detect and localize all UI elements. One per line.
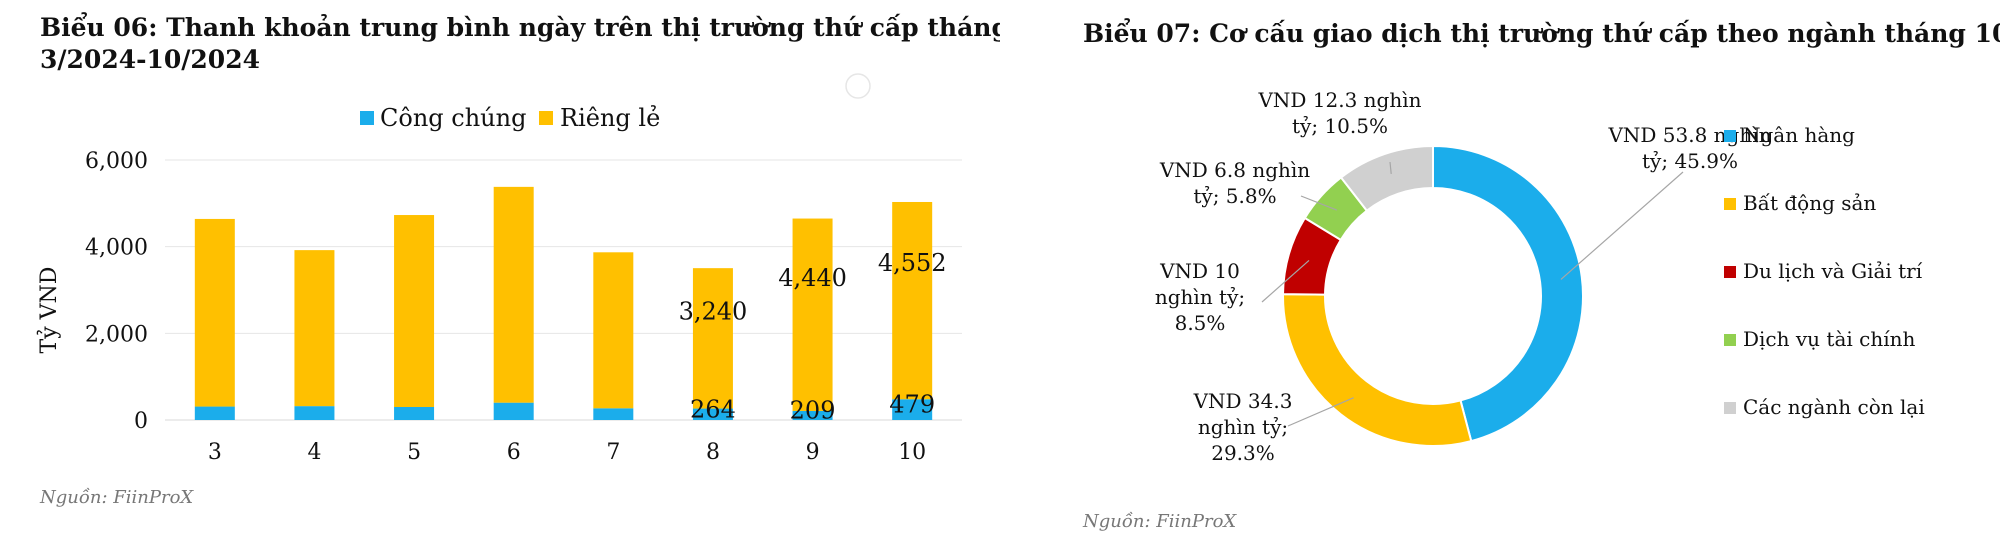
bar-cong-chung — [194, 406, 235, 420]
decorative-dot — [845, 73, 871, 99]
legend-swatch-rieng-le — [539, 111, 553, 125]
slice-label: tỷ; 10.5% — [1292, 114, 1388, 138]
leader-line — [1300, 195, 1337, 211]
slice-label: VND 53.8 nghìn — [1607, 123, 1771, 147]
legend-label: Các ngành còn lại — [1743, 395, 1925, 419]
slice-1 — [1282, 293, 1473, 447]
bar-rieng-le — [792, 218, 833, 411]
y-tick-label: 6,000 — [85, 149, 148, 174]
data-label: 4,440 — [778, 264, 847, 292]
legend-label: Dịch vụ tài chính — [1743, 327, 1915, 351]
y-tick-label: 2,000 — [85, 322, 148, 347]
bar-rieng-le — [194, 218, 235, 407]
bar-rieng-le — [593, 252, 634, 409]
data-label: 479 — [889, 391, 935, 419]
chart1-y-tick-labels: 0 2,000 4,000 6,000 — [85, 149, 148, 434]
chart1-x-tick-labels: 3 4 5 6 7 8 9 10 — [208, 440, 926, 465]
chart1-y-axis-label: Tỷ VND — [36, 267, 62, 354]
chart2-leader-lines — [1261, 161, 1684, 427]
data-label: 4,552 — [878, 249, 947, 277]
slice-label: VND 34.3 — [1193, 389, 1293, 413]
legend-swatch-cong-chung — [360, 111, 374, 125]
chart2-title: Biểu 07: Cơ cấu giao dịch thị trường thứ… — [1083, 19, 2000, 48]
leader-line — [1389, 161, 1392, 175]
bar-cong-chung — [792, 410, 833, 420]
slice-label: VND 10 — [1159, 259, 1240, 283]
leader-line — [1261, 259, 1310, 303]
bar-cong-chung — [892, 399, 933, 420]
bar-rieng-le — [692, 268, 733, 409]
bar-rieng-le — [394, 215, 435, 407]
bar-rieng-le — [493, 186, 534, 403]
y-tick-label: 4,000 — [85, 236, 148, 261]
slice-4 — [1339, 144, 1434, 213]
y-tick-label: 0 — [134, 409, 148, 434]
x-tick-label: 7 — [606, 440, 620, 465]
slice-label: VND 6.8 nghìn — [1159, 158, 1310, 182]
slice-label: 29.3% — [1211, 441, 1275, 465]
chart1-data-labels: 3,240 4,440 4,552 264 209 479 — [679, 249, 947, 424]
slice-label: nghìn tỷ; — [1198, 415, 1288, 439]
x-tick-label: 4 — [307, 440, 321, 465]
x-tick-label: 9 — [806, 440, 820, 465]
x-tick-label: 6 — [507, 440, 521, 465]
legend-swatch — [1724, 130, 1736, 142]
legend-label: Ngân hàng — [1743, 123, 1855, 147]
liquidity-bar-chart: Biểu 06: Thanh khoản trung bình ngày trê… — [36, 13, 1000, 508]
data-label: 209 — [790, 396, 836, 424]
bar-rieng-le — [294, 250, 335, 407]
bar-cong-chung — [294, 406, 335, 420]
slice-label: nghìn tỷ; — [1155, 285, 1245, 309]
legend-swatch — [1724, 334, 1736, 346]
chart1-legend: Công chúng Riêng lẻ — [360, 104, 660, 132]
chart1-source: Nguồn: FiinProX — [39, 487, 194, 508]
sector-donut-chart: Biểu 07: Cơ cấu giao dịch thị trường thứ… — [1082, 19, 2000, 532]
bar-rieng-le — [892, 201, 933, 400]
chart1-title-line1: Biểu 06: Thanh khoản trung bình ngày trê… — [40, 13, 1000, 42]
slice-label: VND 12.3 nghìn — [1257, 88, 1421, 112]
leader-line — [1287, 397, 1354, 427]
slice-label: tỷ; 45.9% — [1642, 149, 1738, 173]
bar-cong-chung — [593, 408, 634, 420]
slice-0 — [1432, 144, 1584, 443]
x-tick-label: 5 — [407, 440, 421, 465]
data-label: 3,240 — [679, 298, 748, 326]
slice-label: 8.5% — [1175, 311, 1226, 335]
legend-swatch — [1724, 266, 1736, 278]
x-tick-label: 8 — [706, 440, 720, 465]
legend-swatch — [1724, 198, 1736, 210]
legend-label: Bất động sản — [1743, 191, 1876, 215]
legend-swatch — [1724, 402, 1736, 414]
bar-cong-chung — [493, 402, 534, 420]
x-tick-label: 3 — [208, 440, 222, 465]
chart2-source: Nguồn: FiinProX — [1082, 511, 1237, 532]
leader-line — [1560, 171, 1684, 280]
chart2-slices — [1281, 144, 1584, 447]
bar-cong-chung — [692, 408, 733, 420]
x-tick-label: 10 — [898, 440, 926, 465]
legend-label-cong-chung: Công chúng — [380, 104, 526, 132]
chart1-bars — [194, 186, 933, 420]
legend-label: Du lịch và Giải trí — [1743, 259, 1923, 283]
data-label: 264 — [690, 395, 736, 423]
legend-label-rieng-le: Riêng lẻ — [560, 104, 660, 132]
slice-label: tỷ; 5.8% — [1193, 184, 1276, 208]
chart2-legend: Ngân hàng Bất động sản Du lịch và Giải trí… — [1724, 123, 1925, 419]
bar-cong-chung — [394, 407, 435, 420]
chart1-title-line2: 3/2024-10/2024 — [40, 45, 260, 74]
